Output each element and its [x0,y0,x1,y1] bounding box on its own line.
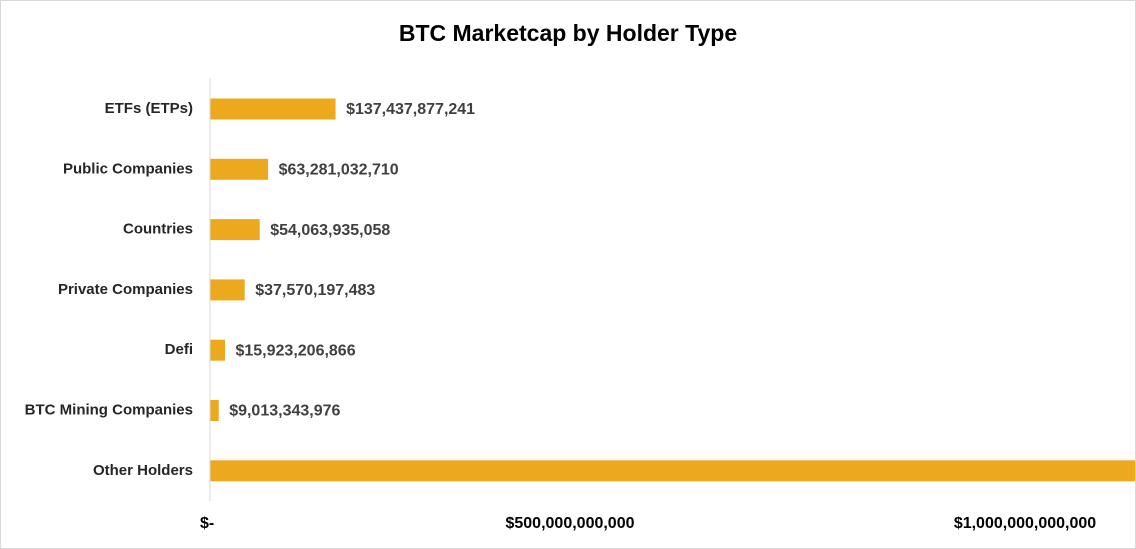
bar [210,98,336,120]
bar [210,279,245,301]
bar [210,219,260,241]
category-label: Countries [123,221,193,238]
bar [210,460,1135,482]
category-label: ETFs (ETPs) [105,100,193,117]
category-label: Other Holders [93,462,193,479]
bar [210,400,219,421]
category-label: Public Companies [63,160,193,177]
chart-title: BTC Marketcap by Holder Type [398,20,738,46]
category-label: Defi [165,341,193,358]
bar [210,339,225,361]
x-tick-label: $500,000,000,000 [505,515,634,532]
data-label: $137,437,877,241 [346,101,475,118]
x-tick-label: $1,000,000,000,000 [954,515,1096,532]
data-label: $54,063,935,058 [270,222,390,239]
data-label: $63,281,032,710 [279,162,399,179]
data-label: $15,923,206,866 [235,342,355,359]
x-tick-label: $- [200,515,214,532]
data-label: $37,570,197,483 [255,282,375,299]
data-label: $9,013,343,976 [229,403,340,420]
bar [210,158,269,180]
category-label: Private Companies [58,281,193,298]
category-label: BTC Mining Companies [25,401,193,418]
